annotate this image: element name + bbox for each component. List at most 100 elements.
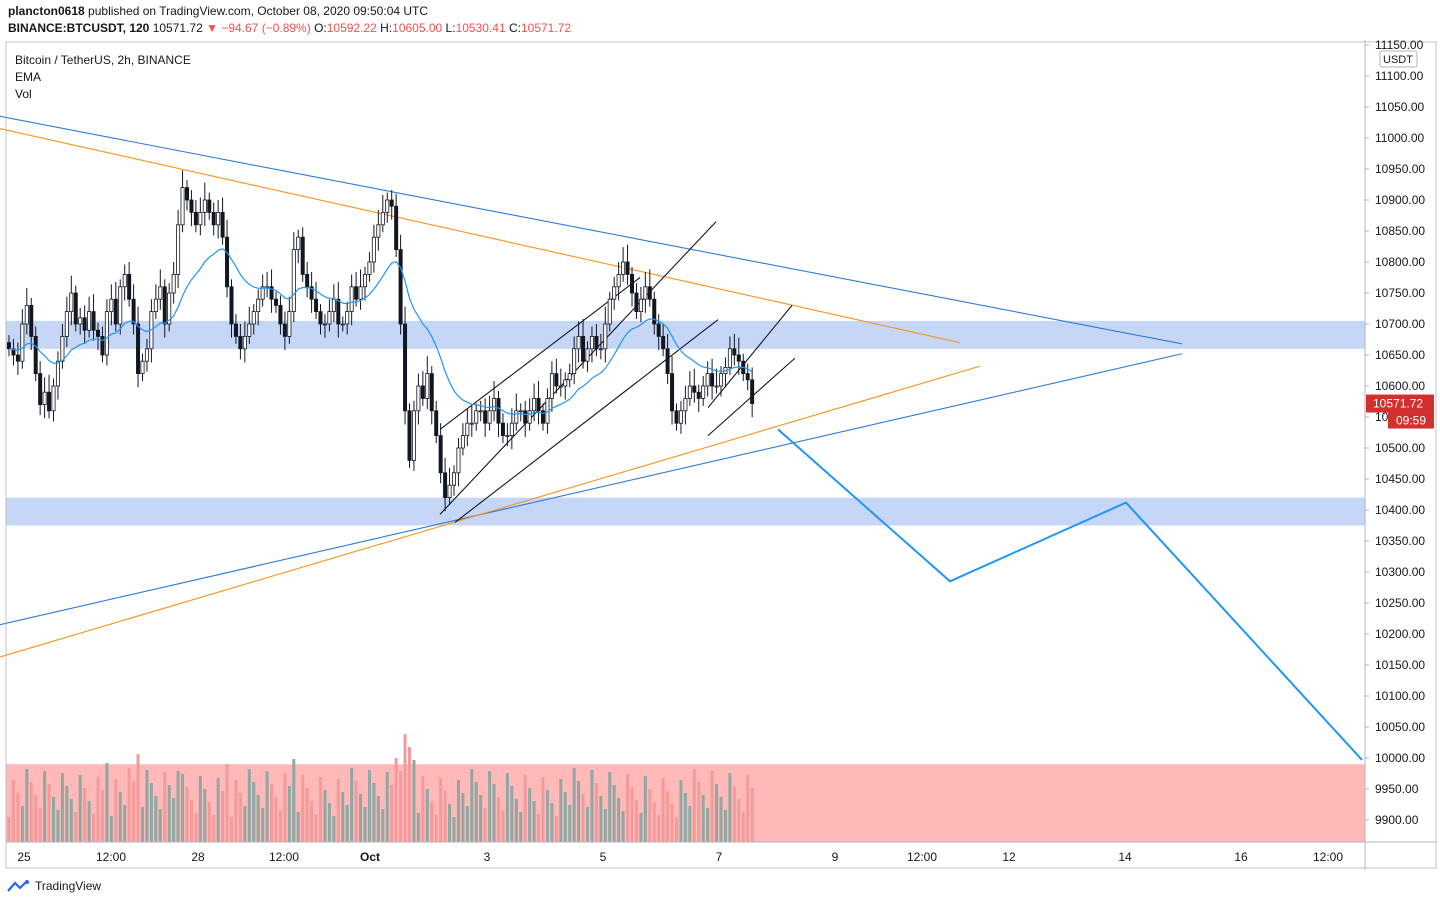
volume-bar	[270, 784, 274, 842]
volume-bar	[136, 754, 140, 842]
volume-bar	[359, 794, 363, 842]
price-tick-label: 11050.00	[1375, 100, 1424, 114]
candle-body	[113, 298, 118, 325]
price-tick-label: 9900.00	[1375, 813, 1419, 827]
support-zone-1	[6, 497, 1365, 526]
volume-bar	[274, 797, 278, 842]
candle-body	[420, 385, 425, 399]
volume-bar	[679, 780, 683, 842]
candle-body	[576, 335, 581, 350]
candle-body	[403, 323, 408, 412]
time-tick-label: 16	[1234, 850, 1248, 864]
volume-bar	[350, 768, 354, 842]
volume-bar	[701, 795, 705, 842]
author-name[interactable]: plancton0618	[8, 4, 85, 18]
volume-bar	[617, 798, 621, 842]
volume-bar	[399, 771, 403, 842]
volume-bar	[550, 803, 554, 842]
candle-body	[447, 484, 452, 499]
candle-body	[198, 211, 203, 226]
volume-bar	[723, 810, 727, 842]
volume-bar	[741, 812, 745, 842]
volume-bar	[83, 788, 87, 842]
candle-body	[55, 360, 60, 387]
price-tick-label: 10900.00	[1375, 193, 1425, 207]
candle-body	[273, 298, 278, 306]
brand-label: TradingView	[35, 879, 102, 893]
volume-bar	[403, 734, 407, 842]
volume-bar	[519, 812, 523, 842]
price-tick-label: 11150.00	[1375, 38, 1424, 52]
candle-body	[732, 348, 737, 356]
volume-bar	[643, 776, 647, 842]
candle-body	[345, 311, 350, 325]
volume-bar	[661, 778, 665, 842]
volume-bar	[11, 780, 15, 842]
volume-bar	[737, 799, 741, 842]
volume-bar	[38, 808, 42, 842]
channel-line-3	[707, 305, 793, 409]
candle-body	[144, 348, 149, 362]
volume-bar	[278, 810, 282, 842]
volume-bar	[25, 769, 29, 842]
candle-body	[714, 385, 719, 388]
volume-bar	[474, 782, 478, 842]
countdown-label: 09:59	[1396, 414, 1426, 428]
volume-bar	[247, 769, 251, 842]
candle-body	[305, 273, 310, 288]
price-tick-label: 10650.00	[1375, 348, 1425, 362]
volume-bar	[621, 811, 625, 842]
ema-legend: EMA	[15, 70, 42, 84]
volume-bar	[581, 794, 585, 842]
low-value: 10530.41	[455, 21, 506, 35]
volume-bar	[341, 792, 345, 842]
candle-body	[118, 286, 123, 325]
volume-bar	[172, 798, 176, 842]
volume-bar	[292, 759, 296, 842]
candle-body	[589, 335, 594, 350]
ohlc-line: BINANCE:BTCUSDT, 120 10571.72 ▼ −94.67 (…	[8, 21, 571, 35]
chart-title: Bitcoin / TetherUS, 2h, BINANCE	[15, 53, 191, 67]
time-tick-label: 9	[832, 850, 839, 864]
volume-bar	[439, 778, 443, 842]
candle-body	[354, 286, 359, 300]
volume-bar	[688, 806, 692, 842]
volume-bar	[488, 771, 492, 842]
volume-bar	[283, 773, 287, 842]
volume-bar	[666, 791, 670, 842]
volume-bar	[501, 810, 505, 842]
candle-body	[296, 236, 301, 250]
volume-bar	[256, 795, 260, 842]
candle-body	[465, 422, 470, 437]
tradingview-footer[interactable]: TradingView	[7, 879, 101, 893]
volume-bar	[505, 773, 509, 842]
volume-bar	[216, 778, 220, 842]
candle-body	[705, 373, 710, 387]
volume-bar	[523, 775, 527, 842]
candle-body	[291, 249, 296, 313]
volume-bar	[145, 770, 149, 842]
volume-bar	[470, 769, 474, 842]
candle-body	[211, 211, 216, 226]
volume-bar	[158, 809, 162, 842]
volume-bar	[683, 793, 687, 842]
candle-body	[443, 472, 448, 498]
volume-bar	[181, 774, 185, 842]
volume-bar	[154, 796, 158, 842]
volume-bar	[323, 790, 327, 842]
price-tick-label: 11000.00	[1375, 131, 1424, 145]
volume-bar	[207, 802, 211, 842]
candle-body	[362, 273, 367, 288]
volume-bar	[483, 808, 487, 842]
candle-body	[162, 286, 167, 325]
candle-body	[193, 211, 198, 226]
volume-bar	[167, 785, 171, 842]
candle-body	[233, 323, 238, 337]
candle-body	[389, 199, 394, 207]
volume-bar	[608, 772, 612, 842]
volume-bar	[390, 785, 394, 842]
volume-bar	[189, 800, 193, 842]
projection-path	[777, 428, 1363, 761]
candle-body	[398, 249, 403, 325]
